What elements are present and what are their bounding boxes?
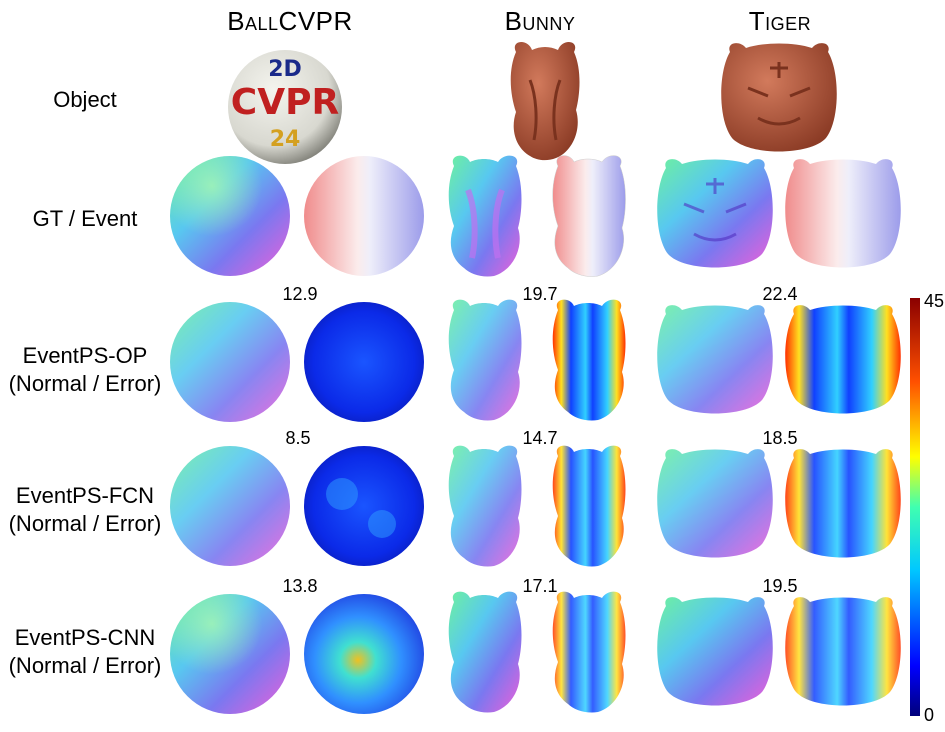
row-label-line2: (Normal / Error): [8, 371, 162, 396]
row-label-line1: EventPS-FCN: [15, 483, 155, 508]
bunny-fcn-normal-map: [448, 445, 522, 567]
bunny-object-image: [510, 41, 580, 161]
tiger-cnn-error-map: [785, 597, 901, 706]
row-label-line2: (Normal / Error): [8, 511, 162, 536]
bunny-fcn-error-map: [552, 445, 626, 567]
ballcvpr-cnn-error-map: [304, 594, 424, 714]
error-value-cnn-bunny: 17.1: [522, 576, 558, 596]
ball-text-top: 2D: [268, 57, 302, 82]
tiger-gt-normal-map: [657, 159, 773, 268]
bunny-gt-normal-map: [448, 155, 522, 277]
tiger-fcn-normal-map: [657, 449, 773, 558]
ballcvpr-gt-normal-map: [170, 156, 290, 276]
tiger-object-image: [721, 43, 837, 152]
row-label-line1: EventPS-CNN: [14, 625, 156, 650]
error-value-op-bunny: 19.7: [522, 284, 558, 304]
ballcvpr-fcn-normal-map: [170, 446, 290, 566]
error-colorbar: [910, 298, 920, 716]
ball-text-middle: CVPR: [231, 82, 339, 123]
error-value-fcn-bunny: 14.7: [522, 428, 558, 448]
error-value-cnn-ball: 13.8: [282, 576, 318, 596]
ballcvpr-event-map: [304, 156, 424, 276]
column-title-tiger: Tiger: [748, 6, 812, 36]
ball-text-bottom: 24: [270, 127, 301, 152]
bunny-cnn-normal-map: [448, 591, 522, 713]
column-title-bunny: Bunny: [504, 6, 576, 36]
bunny-cnn-error-map: [552, 591, 626, 713]
row-label-object: Object: [53, 87, 117, 112]
row-label-line2: (Normal / Error): [8, 653, 162, 678]
colorbar-max-label: 45: [924, 291, 945, 311]
ballcvpr-cnn-normal-map: [170, 594, 290, 714]
error-value-fcn-tiger: 18.5: [762, 428, 798, 448]
column-title-ballcvpr: BallCVPR: [227, 6, 353, 36]
colorbar-min-label: 0: [924, 705, 935, 725]
row-label-eventps-cnn: EventPS-CNN (Normal / Error): [0, 624, 170, 680]
tiger-op-error-map: [785, 305, 901, 414]
tiger-cnn-normal-map: [657, 597, 773, 706]
error-value-op-ball: 12.9: [282, 284, 318, 304]
row-label-line1: EventPS-OP: [22, 343, 148, 368]
bunny-op-normal-map: [448, 299, 522, 421]
row-label-eventps-op: EventPS-OP (Normal / Error): [0, 342, 170, 398]
ballcvpr-object-image: 2D CVPR 24: [228, 50, 342, 164]
error-value-cnn-tiger: 19.5: [762, 576, 798, 596]
bunny-op-error-map: [552, 299, 626, 421]
ballcvpr-op-normal-map: [170, 302, 290, 422]
row-label-eventps-fcn: EventPS-FCN (Normal / Error): [0, 482, 170, 538]
tiger-op-normal-map: [657, 305, 773, 414]
error-value-fcn-ball: 8.5: [285, 428, 311, 448]
error-value-op-tiger: 22.4: [762, 284, 798, 304]
bunny-event-map: [552, 155, 626, 277]
tiger-fcn-error-map: [785, 449, 901, 558]
ballcvpr-op-error-map: [304, 302, 424, 422]
row-label-gt-event: GT / Event: [32, 206, 138, 231]
ballcvpr-fcn-error-map: [304, 446, 424, 566]
tiger-event-map: [785, 159, 901, 268]
